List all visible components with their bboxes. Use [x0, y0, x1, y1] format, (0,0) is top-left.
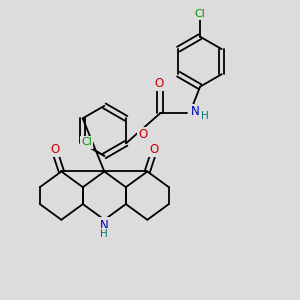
Text: H: H — [201, 110, 209, 121]
Text: O: O — [139, 128, 148, 141]
Text: O: O — [154, 77, 164, 90]
Text: O: O — [50, 143, 59, 156]
Text: O: O — [149, 143, 159, 156]
Text: N: N — [100, 219, 109, 232]
Text: Cl: Cl — [195, 9, 206, 19]
Text: H: H — [100, 229, 108, 239]
Text: Cl: Cl — [81, 137, 92, 148]
Text: N: N — [191, 105, 200, 118]
